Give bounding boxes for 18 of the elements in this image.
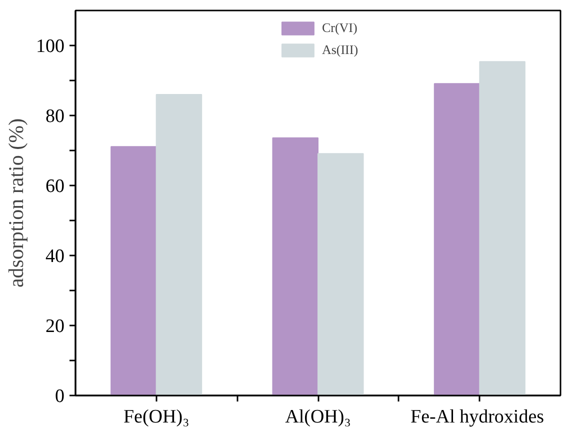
y-tick-label: 20 — [46, 316, 64, 337]
bar — [110, 146, 157, 396]
y-tick-label: 40 — [46, 246, 64, 267]
x-tick-label: Fe-Al hydroxides — [410, 406, 544, 428]
y-axis-title: adsorption ratio (%) — [4, 118, 28, 288]
bar — [272, 137, 318, 396]
y-tick-label: 100 — [36, 36, 64, 57]
y-tick-label: 60 — [46, 176, 64, 197]
x-tick-label: Fe(OH)₃ — [123, 406, 190, 428]
bar — [434, 83, 480, 396]
bar — [156, 94, 202, 396]
y-tick-label: 80 — [46, 106, 64, 127]
y-tick-label: 0 — [55, 386, 64, 407]
legend-label: As(III) — [322, 42, 358, 58]
bar — [479, 61, 526, 396]
x-tick-label: Al(OH)₃ — [285, 406, 351, 428]
legend-label: Cr(VI) — [322, 20, 358, 36]
bar — [318, 153, 364, 396]
